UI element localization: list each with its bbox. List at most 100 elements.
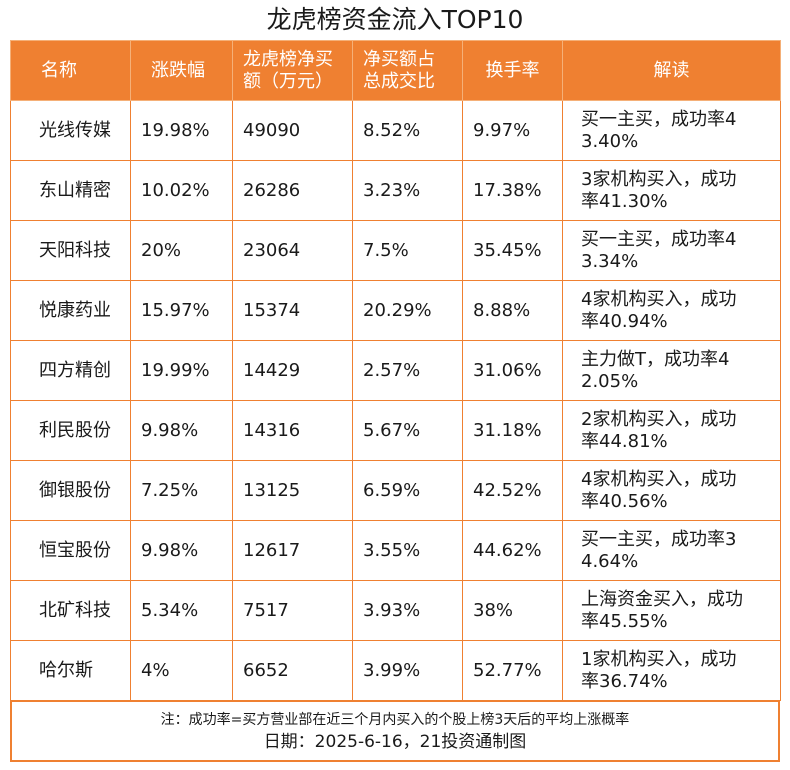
table-cell: 49090	[232, 100, 353, 161]
cell-line: 主力做T，成功率4	[581, 348, 730, 370]
table-row: 悦康药业 15.97% 15374 20.29% 8.88% 4家机构买入，成功 率40.9…	[10, 280, 781, 341]
table-cell: 7.25%	[130, 460, 233, 521]
table-cell: 6652	[232, 640, 353, 701]
table-row: 利民股份 9.98% 14316 5.67% 31.18% 2家机构买入，成功 率44.81…	[10, 400, 781, 461]
cell-line: 1家机构买入，成功	[581, 648, 737, 670]
cell-line: 净买额占	[363, 48, 435, 70]
table-row: 天阳科技 20% 23064 7.5% 35.45% 买一主买，成功率4 3.34%	[10, 220, 781, 281]
table-cell: 19.98%	[130, 100, 233, 161]
table-row: 恒宝股份 9.98% 12617 3.55% 44.62% 买一主买，成功率3 4.64%	[10, 520, 781, 581]
cell-line: 上海资金买入，成功	[581, 588, 743, 610]
table-cell: 15.97%	[130, 280, 233, 341]
table-cell: 12617	[232, 520, 353, 581]
cell-line: 4.64%	[581, 550, 639, 572]
cell-line: 4家机构买入，成功	[581, 288, 737, 310]
cell-line: 龙虎榜净买	[243, 48, 333, 70]
table-cell: 35.45%	[462, 220, 563, 281]
table-cell: 13125	[232, 460, 353, 521]
table-cell: 4家机构买入，成功 率40.94%	[562, 280, 781, 341]
table-cell: 9.98%	[130, 520, 233, 581]
table-cell: 1家机构买入，成功 率36.74%	[562, 640, 781, 701]
table-cell: 8.52%	[352, 100, 463, 161]
cell-line: 买一主买，成功率3	[581, 528, 737, 550]
header-cell: 龙虎榜净买 额（万元）	[232, 40, 353, 101]
cell-line: 率41.30%	[581, 190, 668, 212]
table-cell: 3.99%	[352, 640, 463, 701]
table-cell: 8.88%	[462, 280, 563, 341]
table-cell: 哈尔斯	[10, 640, 131, 701]
table-cell: 23064	[232, 220, 353, 281]
cell-line: 总成交比	[363, 70, 435, 92]
cell-line: 买一主买，成功率4	[581, 108, 737, 130]
table-cell: 7517	[232, 580, 353, 641]
cell-line: 4家机构买入，成功	[581, 468, 737, 490]
table-cell: 20.29%	[352, 280, 463, 341]
cell-line: 3家机构买入，成功	[581, 168, 737, 190]
table-cell: 26286	[232, 160, 353, 221]
table-cell: 天阳科技	[10, 220, 131, 281]
cell-line: 率36.74%	[581, 670, 668, 692]
table-cell: 4%	[130, 640, 233, 701]
table-cell: 悦康药业	[10, 280, 131, 341]
table-cell: 东山精密	[10, 160, 131, 221]
table-cell: 3.93%	[352, 580, 463, 641]
table-cell: 恒宝股份	[10, 520, 131, 581]
cell-line: 率45.55%	[581, 610, 668, 632]
table-cell: 31.18%	[462, 400, 563, 461]
table-cell: 2家机构买入，成功 率44.81%	[562, 400, 781, 461]
footer-note: 注：成功率=买方营业部在近三个月内买入的个股上榜3天后的平均上涨概率	[160, 712, 630, 728]
table-cell: 38%	[462, 580, 563, 641]
table-cell: 四方精创	[10, 340, 131, 401]
table-cell: 20%	[130, 220, 233, 281]
table-cell: 15374	[232, 280, 353, 341]
table-cell: 17.38%	[462, 160, 563, 221]
table-cell: 14429	[232, 340, 353, 401]
table-cell: 14316	[232, 400, 353, 461]
cell-line: 2家机构买入，成功	[581, 408, 737, 430]
table-cell: 42.52%	[462, 460, 563, 521]
cell-line: 额（万元）	[243, 70, 333, 92]
table-cell: 2.57%	[352, 340, 463, 401]
table-row: 东山精密 10.02% 26286 3.23% 17.38% 3家机构买入，成功 率41.3…	[10, 160, 781, 221]
table-cell: 9.98%	[130, 400, 233, 461]
table-cell: 上海资金买入，成功 率45.55%	[562, 580, 781, 641]
cell-line: 3.34%	[581, 250, 639, 272]
table-cell: 买一主买，成功率3 4.64%	[562, 520, 781, 581]
table-row: 四方精创 19.99% 14429 2.57% 31.06% 主力做T，成功率4 2.05%	[10, 340, 781, 401]
header-row: 名称 涨跌幅 龙虎榜净买 额（万元） 净买额占 总成交比 换手率 解读	[10, 40, 781, 101]
table-cell: 44.62%	[462, 520, 563, 581]
table: 名称 涨跌幅 龙虎榜净买 额（万元） 净买额占 总成交比 换手率 解读 光线传媒 19.98% 4…	[10, 40, 781, 701]
table-cell: 52.77%	[462, 640, 563, 701]
header-cell: 涨跌幅	[130, 40, 233, 101]
cell-line: 2.05%	[581, 370, 639, 392]
table-row: 御银股份 7.25% 13125 6.59% 42.52% 4家机构买入，成功 率40.56…	[10, 460, 781, 521]
table-row: 哈尔斯 4% 6652 3.99% 52.77% 1家机构买入，成功 率36.74%	[10, 640, 781, 701]
table-row: 光线传媒 19.98% 49090 8.52% 9.97% 买一主买，成功率4 3.40%	[10, 100, 781, 161]
table-cell: 7.5%	[352, 220, 463, 281]
cell-line: 买一主买，成功率4	[581, 228, 737, 250]
table-body: 光线传媒 19.98% 49090 8.52% 9.97% 买一主买，成功率4 3.40% 东…	[10, 100, 781, 701]
table-cell: 31.06%	[462, 340, 563, 401]
cell-line: 率40.56%	[581, 490, 668, 512]
table-cell: 光线传媒	[10, 100, 131, 161]
table-cell: 北矿科技	[10, 580, 131, 641]
footer: 注：成功率=买方营业部在近三个月内买入的个股上榜3天后的平均上涨概率 日期：20…	[10, 701, 780, 762]
table-cell: 10.02%	[130, 160, 233, 221]
table-row: 北矿科技 5.34% 7517 3.93% 38% 上海资金买入，成功 率45.55%	[10, 580, 781, 641]
title: 龙虎榜资金流入TOP10	[266, 5, 524, 34]
cell-line: 率40.94%	[581, 310, 668, 332]
cell-line: 率44.81%	[581, 430, 668, 452]
table-cell: 3家机构买入，成功 率41.30%	[562, 160, 781, 221]
table-cell: 利民股份	[10, 400, 131, 461]
header-cell: 解读	[562, 40, 781, 101]
table-cell: 御银股份	[10, 460, 131, 521]
cell-line: 3.40%	[581, 130, 639, 152]
table-cell: 买一主买，成功率4 3.40%	[562, 100, 781, 161]
table-cell: 3.55%	[352, 520, 463, 581]
table-cell: 3.23%	[352, 160, 463, 221]
header-cell: 换手率	[462, 40, 563, 101]
table-cell: 5.67%	[352, 400, 463, 461]
header-cell: 名称	[10, 40, 131, 101]
table-cell: 9.97%	[462, 100, 563, 161]
